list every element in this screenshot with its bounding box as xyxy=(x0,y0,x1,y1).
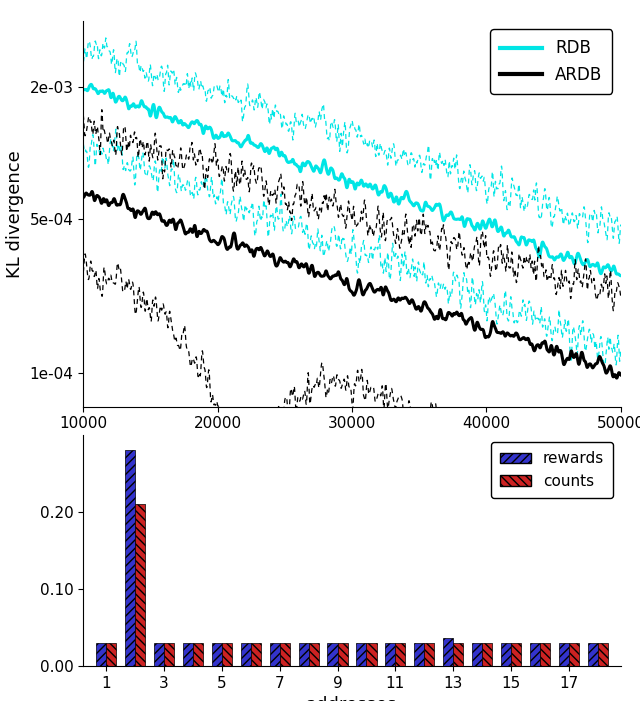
Bar xyxy=(135,504,145,666)
Bar xyxy=(154,643,164,666)
Bar xyxy=(164,643,174,666)
Bar xyxy=(559,643,569,666)
Legend: rewards, counts: rewards, counts xyxy=(491,442,613,498)
Bar xyxy=(241,643,251,666)
Bar xyxy=(280,643,290,666)
Bar xyxy=(511,643,521,666)
Bar xyxy=(96,643,106,666)
Bar xyxy=(183,643,193,666)
X-axis label: addresses: addresses xyxy=(307,696,397,701)
Bar xyxy=(269,643,280,666)
Bar xyxy=(443,638,453,666)
Bar xyxy=(530,643,540,666)
Legend: RDB, ARDB: RDB, ARDB xyxy=(490,29,612,94)
Bar xyxy=(414,643,424,666)
Bar xyxy=(424,643,435,666)
Bar xyxy=(356,643,367,666)
Bar xyxy=(212,643,222,666)
Bar xyxy=(588,643,598,666)
Bar xyxy=(472,643,482,666)
Bar xyxy=(328,643,337,666)
Bar xyxy=(298,643,308,666)
Bar xyxy=(251,643,261,666)
Bar xyxy=(540,643,550,666)
Bar xyxy=(482,643,492,666)
Bar xyxy=(396,643,406,666)
Bar xyxy=(501,643,511,666)
Bar xyxy=(222,643,232,666)
Bar xyxy=(598,643,608,666)
Bar xyxy=(453,643,463,666)
Bar xyxy=(385,643,396,666)
X-axis label: samples: samples xyxy=(314,437,390,455)
Bar xyxy=(106,643,116,666)
Y-axis label: KL divergence: KL divergence xyxy=(6,150,24,278)
Bar xyxy=(569,643,579,666)
Bar xyxy=(308,643,319,666)
Bar xyxy=(193,643,203,666)
Bar xyxy=(125,450,135,666)
Bar xyxy=(367,643,376,666)
Bar xyxy=(337,643,348,666)
